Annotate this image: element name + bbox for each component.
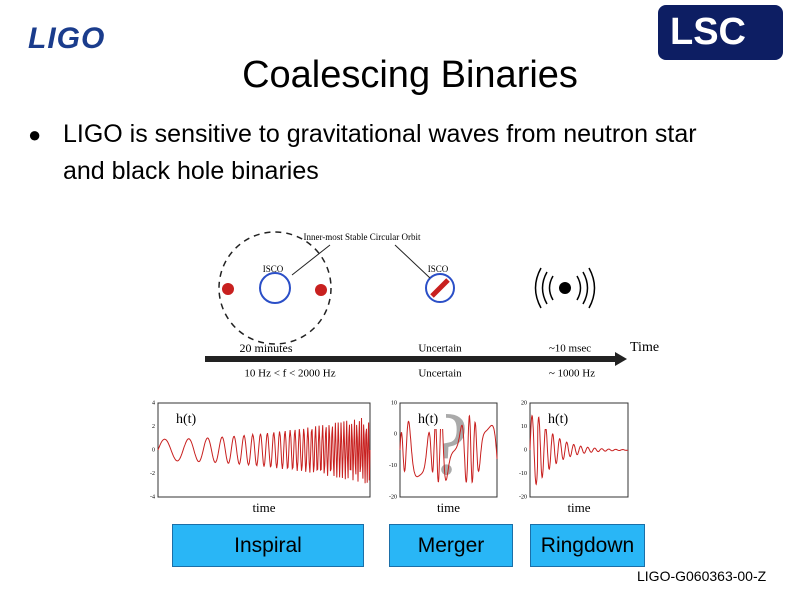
bullet-dot: ●: [28, 122, 42, 147]
plot-ytick: -20: [389, 494, 397, 500]
star: [222, 283, 234, 295]
plot-ytick: -2: [150, 471, 155, 477]
plot-xlabel: time: [437, 500, 460, 515]
plot-ylabel: h(t): [418, 412, 439, 427]
title: Coalescing Binaries: [242, 54, 578, 96]
pointer: [394, 244, 431, 279]
waveform: [399, 414, 498, 484]
stage-label: Inspiral: [172, 524, 364, 567]
plot-xlabel: time: [252, 500, 275, 515]
isco-label: ISCO: [263, 264, 284, 274]
stage-label: Ringdown: [530, 524, 645, 567]
plot-xlabel: time: [567, 500, 590, 515]
bullet-text: LIGO is sensitive to gravitational waves…: [63, 120, 697, 185]
isco-circle: [425, 273, 455, 303]
pointer: [291, 244, 331, 276]
ylabel-bg: [412, 411, 446, 429]
plot-ytick: -4: [150, 494, 155, 500]
phase-frequency: 10 Hz < f < 2000 Hz: [244, 368, 335, 380]
waveform: [529, 414, 629, 486]
orbit-label: Inner-most Stable Circular Orbit: [303, 232, 421, 242]
plot-ytick: 0: [524, 447, 527, 453]
footer: LIGO-G060363-00-Z: [637, 568, 767, 584]
plot-ylabel: h(t): [548, 412, 569, 427]
plot-ytick: 2: [152, 424, 155, 430]
plot-ytick: 0: [394, 432, 397, 438]
logo-left: LIGO: [28, 22, 106, 55]
plot-ytick: 10: [521, 424, 527, 430]
orbit: [218, 231, 332, 345]
logo-right: LSC: [658, 5, 783, 60]
isco-circle: [259, 272, 291, 304]
wave-rings: [534, 267, 596, 309]
phase-frequency: ~ 1000 Hz: [549, 368, 595, 380]
time-arrow: [205, 352, 627, 366]
plot-ytick: -20: [519, 494, 527, 500]
plot-ytick: 4: [152, 400, 155, 406]
ylabel-bg: [542, 411, 576, 429]
phase-frequency: Uncertain: [418, 368, 462, 380]
plot-ytick: -10: [519, 471, 527, 477]
plot-ytick: 10: [391, 400, 397, 406]
plot-ylabel: h(t): [176, 412, 197, 427]
isco-label: ISCO: [428, 264, 449, 274]
axis-label: Time: [630, 340, 659, 355]
waveform: [157, 417, 371, 484]
phase-duration: Uncertain: [418, 343, 462, 355]
stage-label: Merger: [389, 524, 513, 567]
plot-ytick: 20: [521, 400, 527, 406]
phase-duration: 20 minutes: [240, 341, 293, 355]
ylabel-bg: [170, 411, 204, 429]
phase-duration: ~10 msec: [549, 343, 591, 355]
plot-ytick: -10: [389, 463, 397, 469]
star: [315, 284, 327, 296]
remnant: [559, 282, 571, 294]
plot-ytick: 0: [152, 447, 155, 453]
merging-stars: [430, 278, 450, 298]
